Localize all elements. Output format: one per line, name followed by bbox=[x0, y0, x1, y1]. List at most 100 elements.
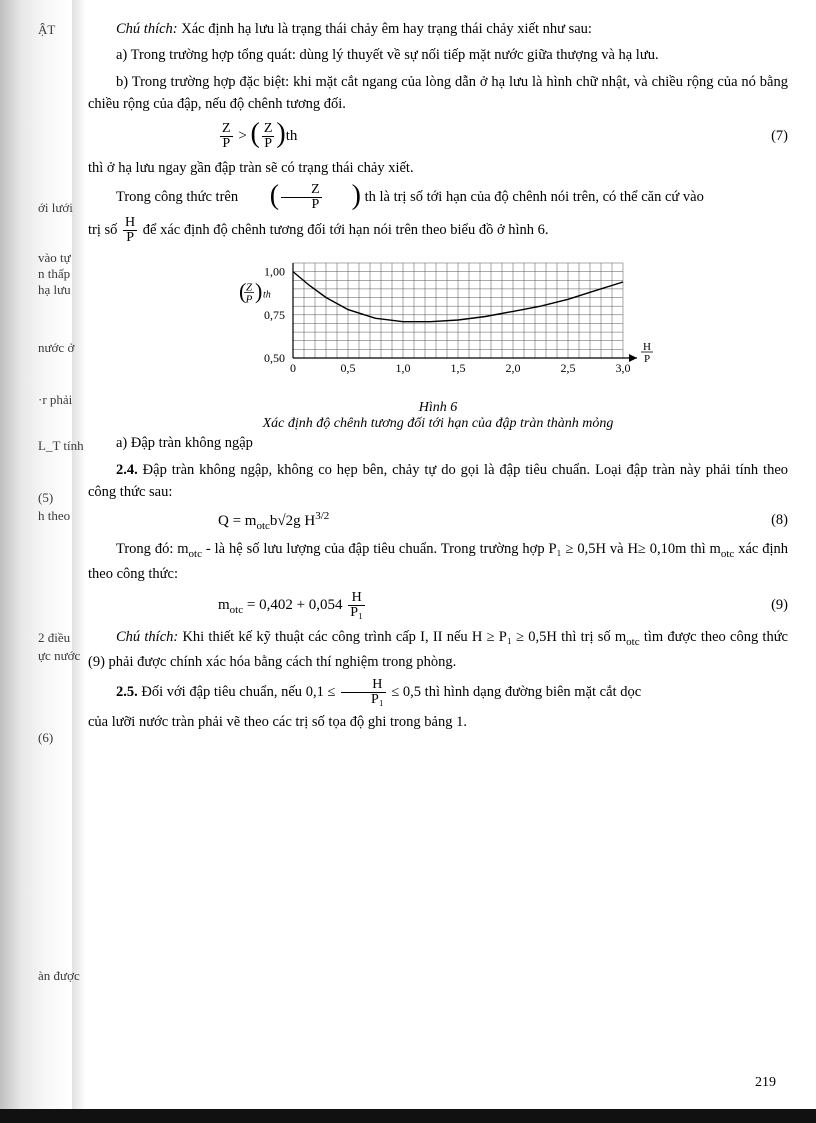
frac-den: P bbox=[123, 231, 137, 245]
margin-fragment: ẬT bbox=[38, 22, 55, 38]
figure-6-caption: Xác định độ chênh tương đối tới hạn của … bbox=[223, 416, 653, 432]
page-number: 219 bbox=[755, 1075, 776, 1091]
page-content: Chú thích: Xác định hạ lưu là trạng thái… bbox=[88, 18, 788, 737]
section-label-2-5: 2.5. bbox=[116, 683, 138, 699]
text: trị số bbox=[88, 222, 121, 238]
text: để xác định độ chênh tương đối tới hạn n… bbox=[143, 222, 549, 238]
frac-den: P₁ bbox=[341, 693, 386, 707]
para-after-7: thì ở hạ lưu ngay gần đập tràn sẽ có trạ… bbox=[88, 157, 788, 179]
equation-8-number: (8) bbox=[748, 512, 788, 529]
text: b√2g H bbox=[270, 513, 315, 529]
margin-fragment: àn được bbox=[38, 968, 80, 984]
frac-num: Z bbox=[262, 122, 275, 137]
figure-6: 1,000,750,5000,51,01,52,02,53,0(ZP)thHP … bbox=[223, 251, 653, 432]
paren-right: ) bbox=[276, 123, 285, 145]
equation-9-number: (9) bbox=[748, 597, 788, 614]
svg-text:0: 0 bbox=[290, 361, 296, 375]
ineq-right: ≤ 0,5 bbox=[388, 683, 421, 699]
sub-otc: otc bbox=[256, 520, 269, 532]
frac-num: H bbox=[348, 591, 365, 606]
note-1: Chú thích: Xác định hạ lưu là trạng thái… bbox=[88, 18, 788, 40]
book-spine-shadow bbox=[0, 0, 72, 1123]
para-2-5-cont: của lưỡi nước tràn phải vẽ theo các trị … bbox=[88, 711, 788, 733]
svg-text:1,00: 1,00 bbox=[264, 265, 285, 279]
para-trong-cong-thuc: Trong công thức trên (ZP) th là trị số t… bbox=[88, 183, 788, 212]
margin-fragment: ·r phải bbox=[38, 392, 72, 408]
paren-right: ) bbox=[324, 185, 361, 207]
text: Trong đó: m bbox=[116, 541, 189, 557]
text: th là trị số tới hạn của độ chênh nói tr… bbox=[365, 189, 704, 205]
svg-text:0,75: 0,75 bbox=[264, 308, 285, 322]
text: Trong công thức trên bbox=[116, 189, 242, 205]
sub-otc: otc bbox=[626, 636, 639, 648]
note-2: Chú thích: Khi thiết kế kỹ thuật các côn… bbox=[88, 626, 788, 673]
equation-8: Q = motcb√2g H3/2 (8) bbox=[88, 510, 788, 532]
frac-num: H bbox=[341, 678, 386, 693]
svg-text:1,5: 1,5 bbox=[451, 361, 466, 375]
svg-text:Z: Z bbox=[246, 282, 253, 294]
margin-fragment: h theo bbox=[38, 508, 70, 524]
para-a-dap: a) Đập tràn không ngập bbox=[88, 432, 788, 454]
equation-7-number: (7) bbox=[748, 128, 788, 145]
gutter-shadow bbox=[72, 0, 86, 1123]
svg-text:0,5: 0,5 bbox=[341, 361, 356, 375]
equation-7: ZP > (ZP)th (7) bbox=[88, 122, 788, 151]
svg-text:2,5: 2,5 bbox=[561, 361, 576, 375]
scan-bottom-edge bbox=[0, 1109, 816, 1123]
sub-otc: otc bbox=[721, 548, 734, 560]
margin-fragment: ới lưới bbox=[38, 200, 73, 216]
para-2-4: 2.4. Đập tràn không ngập, không co hẹp b… bbox=[88, 459, 788, 504]
note-label: Chú thích: bbox=[116, 629, 178, 645]
margin-fragment: L_T tính bbox=[38, 438, 84, 454]
svg-text:1,0: 1,0 bbox=[396, 361, 411, 375]
para-a: a) Trong trường hợp tổng quát: dùng lý t… bbox=[88, 44, 788, 66]
frac-den: P bbox=[281, 198, 322, 212]
frac-num: Z bbox=[281, 183, 322, 198]
gt-symbol: > bbox=[238, 128, 246, 144]
text: - là hệ số lưu lượng của đập tiêu chuẩn.… bbox=[202, 541, 721, 557]
svg-text:th: th bbox=[263, 290, 271, 301]
note-text: Xác định hạ lưu là trạng thái chảy êm ha… bbox=[178, 21, 592, 37]
margin-fragment: nước ở bbox=[38, 340, 74, 356]
text: Q = m bbox=[218, 513, 256, 529]
chart-svg: 1,000,750,5000,51,01,52,02,53,0(ZP)thHP bbox=[223, 251, 653, 391]
figure-6-title: Hình 6 bbox=[223, 400, 653, 416]
frac-den: P₁ bbox=[348, 606, 365, 620]
svg-text:3,0: 3,0 bbox=[616, 361, 631, 375]
frac-den: P bbox=[220, 137, 233, 151]
equation-8-body: Q = motcb√2g H3/2 bbox=[88, 510, 748, 532]
para-2-5: 2.5. Đối với đập tiêu chuẩn, nếu 0,1 ≤ H… bbox=[88, 678, 788, 707]
text: Đối với đập tiêu chuẩn, nếu bbox=[138, 683, 306, 699]
margin-fragment: 2 điều bbox=[38, 630, 70, 646]
svg-text:P: P bbox=[245, 294, 253, 306]
margin-fragment: ực nước bbox=[38, 648, 80, 664]
frac-den: P bbox=[262, 137, 275, 151]
margin-fragment: (5) bbox=[38, 490, 53, 506]
frac-num: H bbox=[123, 216, 137, 231]
svg-text:0,50: 0,50 bbox=[264, 351, 285, 365]
svg-text:2,0: 2,0 bbox=[506, 361, 521, 375]
sup-3-2: 3/2 bbox=[315, 510, 329, 522]
svg-text:H: H bbox=[643, 341, 651, 353]
para-trong-do: Trong đó: motc - là hệ số lưu lượng của … bbox=[88, 538, 788, 585]
text: Đập tràn không ngập, không co hẹp bên, c… bbox=[88, 462, 788, 500]
text: Khi thiết kế kỹ thuật các công trình cấp… bbox=[178, 629, 626, 645]
equation-9: motc = 0,402 + 0,054 HP₁ (9) bbox=[88, 591, 788, 620]
equation-9-body: motc = 0,402 + 0,054 HP₁ bbox=[88, 591, 748, 620]
svg-text:): ) bbox=[255, 279, 262, 304]
text: = 0,402 + 0,054 bbox=[243, 597, 346, 613]
para-b: b) Trong trường hợp đặc biệt: khi mặt cắ… bbox=[88, 71, 788, 116]
note-label: Chú thích: bbox=[116, 21, 178, 37]
para-tri-so: trị số HP để xác định độ chênh tương đối… bbox=[88, 216, 788, 245]
paren-left: ( bbox=[242, 185, 279, 207]
text: thì hình dạng đường biên mặt cắt dọc bbox=[425, 683, 641, 699]
margin-fragment: hạ lưu bbox=[38, 282, 71, 298]
frac-num: Z bbox=[220, 122, 233, 137]
margin-fragment: (6) bbox=[38, 730, 53, 746]
margin-fragment: vào tự bbox=[38, 250, 71, 266]
text: m bbox=[218, 597, 230, 613]
margin-fragment: n thấp bbox=[38, 266, 70, 282]
sub-otc: otc bbox=[230, 604, 243, 616]
equation-7-body: ZP > (ZP)th bbox=[88, 122, 748, 151]
sub-otc: otc bbox=[189, 548, 202, 560]
